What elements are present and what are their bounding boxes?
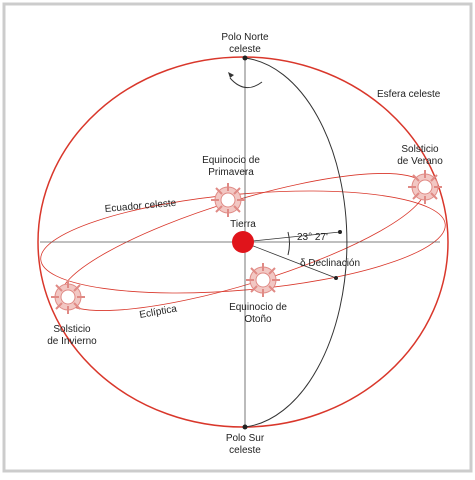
label: 23° 27' — [297, 232, 328, 243]
label: Solsticio — [401, 144, 439, 155]
label: δ Declinación — [300, 258, 360, 269]
sun — [408, 170, 442, 204]
label: Polo Sur — [226, 433, 265, 444]
label: Equinocio de — [229, 302, 287, 313]
diagram: Polo Norte celeste Polo Sur celeste Esfe… — [0, 0, 475, 475]
label: Equinocio de — [202, 155, 260, 166]
point — [334, 276, 338, 280]
label: de Verano — [397, 156, 443, 167]
label: Solsticio — [53, 324, 91, 335]
point — [338, 230, 342, 234]
sun — [211, 183, 245, 217]
label: de Invierno — [47, 336, 97, 347]
pole — [243, 425, 248, 430]
pole — [243, 56, 248, 61]
label: Esfera celeste — [377, 89, 441, 100]
label: Primavera — [208, 167, 254, 178]
earth — [232, 231, 254, 253]
label: celeste — [229, 445, 261, 456]
label: Otoño — [244, 314, 272, 325]
sun — [51, 280, 85, 314]
label: celeste — [229, 44, 261, 55]
label: Polo Norte — [221, 32, 269, 43]
label: Tierra — [230, 219, 256, 230]
sun — [246, 263, 280, 297]
